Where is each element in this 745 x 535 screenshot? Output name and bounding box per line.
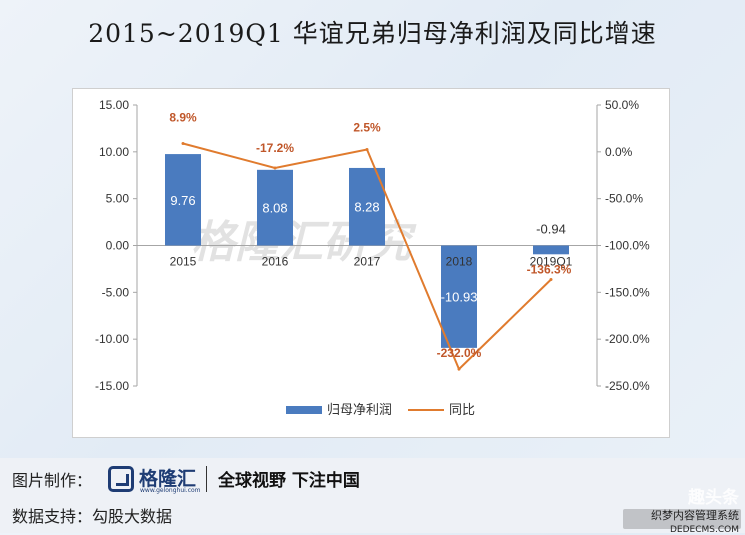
- line-point: [365, 147, 369, 151]
- category-label: 2017: [354, 255, 381, 269]
- line-data-label: 8.9%: [169, 110, 197, 124]
- corner-site-text: DEDECMS.COM: [670, 525, 739, 535]
- bar: [165, 154, 201, 246]
- left-tick-label: 15.00: [99, 98, 129, 112]
- right-tick-label: 50.0%: [605, 98, 639, 112]
- logo-url: www.gelonghui.com: [140, 487, 201, 494]
- left-tick-label: 10.00: [99, 145, 129, 159]
- line-data-label: 2.5%: [353, 120, 381, 134]
- corner-badge-text: 织梦内容管理系统: [651, 509, 739, 522]
- corner-badge-bg: [623, 509, 741, 529]
- source-value: 勾股大数据: [92, 507, 173, 526]
- right-tick-label: -250.0%: [605, 379, 650, 393]
- corner-watermark: 趣头条 织梦内容管理系统 DEDECMS.COM: [589, 488, 739, 535]
- footer: [0, 458, 745, 533]
- category-label: 2015: [170, 255, 197, 269]
- left-tick-label: 0.00: [106, 239, 130, 253]
- line-point: [457, 367, 461, 371]
- bar: [349, 167, 385, 246]
- source-label: 数据支持：: [12, 507, 93, 526]
- source-line: 数据支持：勾股大数据: [12, 503, 172, 527]
- legend-label-bar: 归母净利润: [327, 403, 392, 418]
- right-tick-label: 0.0%: [605, 145, 633, 159]
- chart-panel: 格隆汇研究 15.00 10.00 5.00 0.00 -5.00 -10.00 -15.00…: [72, 88, 670, 438]
- bar-data-label: 9.76: [170, 193, 195, 208]
- bar-data-label: 8.08: [262, 201, 287, 216]
- bar: [533, 245, 569, 255]
- line-point: [273, 166, 277, 170]
- left-tick-label: -15.00: [95, 379, 129, 393]
- left-tick-label: -10.00: [95, 332, 129, 346]
- bar-data-label: 8.28: [354, 200, 379, 215]
- corner-watermark-text: 趣头条: [688, 488, 739, 508]
- combo-chart: 格隆汇研究15.0010.005.000.00-5.00-10.00-15.00…: [95, 98, 650, 418]
- category-label: 2016: [262, 255, 289, 269]
- bar: [257, 169, 293, 246]
- line-data-label: -17.2%: [256, 141, 294, 155]
- line-point: [181, 141, 185, 145]
- line-data-label: -232.0%: [437, 346, 482, 360]
- category-label: 2018: [446, 255, 473, 269]
- slogan: 全球视野 下注中国: [218, 471, 360, 491]
- line-point: [549, 278, 553, 282]
- made-by-label: 图片制作：: [12, 471, 93, 490]
- bar: [441, 245, 477, 348]
- right-tick-label: -100.0%: [605, 239, 650, 253]
- legend-label-line: 同比: [449, 403, 475, 418]
- right-tick-label: -150.0%: [605, 285, 650, 299]
- legend-swatch-bar: [286, 406, 322, 414]
- bar-data-label: -0.94: [536, 222, 566, 237]
- line-data-label: -136.3%: [527, 263, 572, 277]
- gelonghui-logo-icon: [108, 466, 134, 492]
- bar-data-label: -10.93: [441, 290, 478, 305]
- category-label: 2019Q1: [530, 255, 573, 269]
- right-tick-label: -50.0%: [605, 192, 643, 206]
- left-tick-label: 5.00: [106, 192, 130, 206]
- page-title: 2015~2019Q1 华谊兄弟归母净利润及同比增速: [88, 19, 657, 48]
- left-tick-label: -5.00: [102, 285, 130, 299]
- footer-vertical-divider: [206, 466, 207, 492]
- right-tick-label: -200.0%: [605, 332, 650, 346]
- logo-name: 格隆汇: [139, 468, 197, 490]
